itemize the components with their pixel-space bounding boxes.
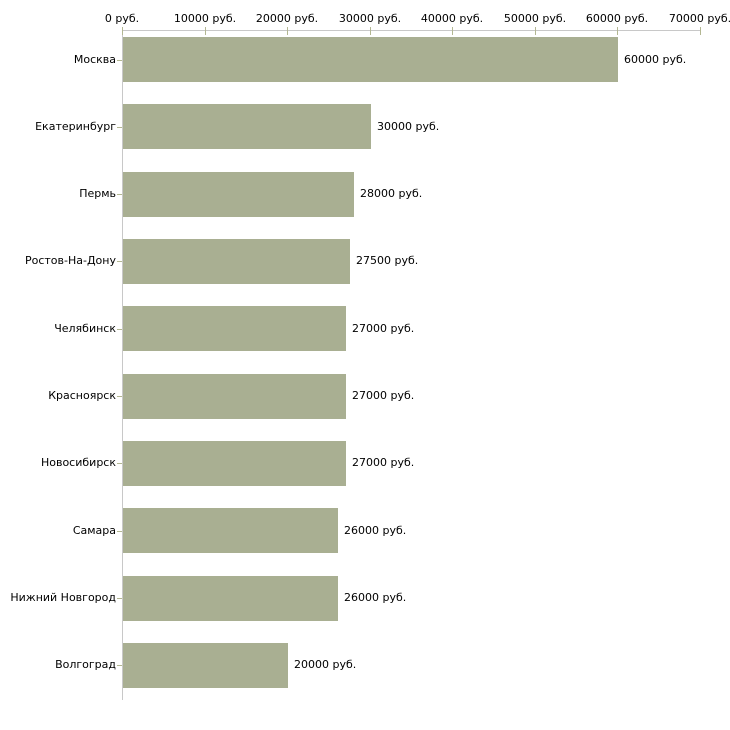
x-axis-line xyxy=(122,30,701,31)
bar xyxy=(123,104,371,149)
x-axis-tick-label: 20000 руб. xyxy=(255,12,319,25)
x-axis-tick xyxy=(205,27,206,35)
bar xyxy=(123,239,350,284)
x-axis-tick-label: 40000 руб. xyxy=(420,12,484,25)
x-axis-tick xyxy=(287,27,288,35)
category-label: Нижний Новгород xyxy=(10,591,116,604)
y-axis-tick xyxy=(117,665,122,666)
value-label: 28000 руб. xyxy=(360,187,423,200)
y-axis-tick xyxy=(117,531,122,532)
x-axis-tick xyxy=(370,27,371,35)
bar xyxy=(123,306,346,351)
y-axis-tick xyxy=(117,598,122,599)
x-axis-tick-label: 70000 руб. xyxy=(668,12,730,25)
x-axis-tick xyxy=(535,27,536,35)
x-axis-tick xyxy=(700,27,701,35)
category-label: Ростов-На-Дону xyxy=(24,254,116,267)
value-label: 27500 руб. xyxy=(356,254,419,267)
value-label: 27000 руб. xyxy=(352,389,415,402)
category-label: Самара xyxy=(72,524,116,537)
x-axis-tick-label: 30000 руб. xyxy=(338,12,402,25)
category-label: Пермь xyxy=(79,187,116,200)
y-axis-tick xyxy=(117,194,122,195)
y-axis-tick xyxy=(117,329,122,330)
category-label: Новосибирск xyxy=(40,456,116,469)
x-axis-tick-label: 60000 руб. xyxy=(585,12,649,25)
category-label: Красноярск xyxy=(48,389,116,402)
value-label: 26000 руб. xyxy=(344,524,407,537)
bar xyxy=(123,508,338,553)
bar xyxy=(123,643,288,688)
category-label: Екатеринбург xyxy=(35,120,116,133)
x-axis-tick xyxy=(452,27,453,35)
y-axis-tick xyxy=(117,396,122,397)
category-label: Челябинск xyxy=(54,322,116,335)
category-label: Волгоград xyxy=(55,658,116,671)
x-axis-tick-label: 50000 руб. xyxy=(503,12,567,25)
x-axis-tick xyxy=(617,27,618,35)
value-label: 20000 руб. xyxy=(294,658,357,671)
bar xyxy=(123,441,346,486)
x-axis-tick xyxy=(122,27,123,35)
bar xyxy=(123,576,338,621)
y-axis-tick xyxy=(117,127,122,128)
bar xyxy=(123,37,618,82)
value-label: 30000 руб. xyxy=(377,120,440,133)
y-axis-tick xyxy=(117,60,122,61)
value-label: 60000 руб. xyxy=(624,53,687,66)
bar xyxy=(123,374,346,419)
x-axis-tick-label: 0 руб. xyxy=(104,12,140,25)
category-label: Москва xyxy=(73,53,116,66)
value-label: 27000 руб. xyxy=(352,322,415,335)
y-axis-tick xyxy=(117,463,122,464)
y-axis-tick xyxy=(117,261,122,262)
value-label: 27000 руб. xyxy=(352,456,415,469)
bar xyxy=(123,172,354,217)
y-axis-line xyxy=(122,30,123,700)
x-axis-tick-label: 10000 руб. xyxy=(173,12,237,25)
value-label: 26000 руб. xyxy=(344,591,407,604)
